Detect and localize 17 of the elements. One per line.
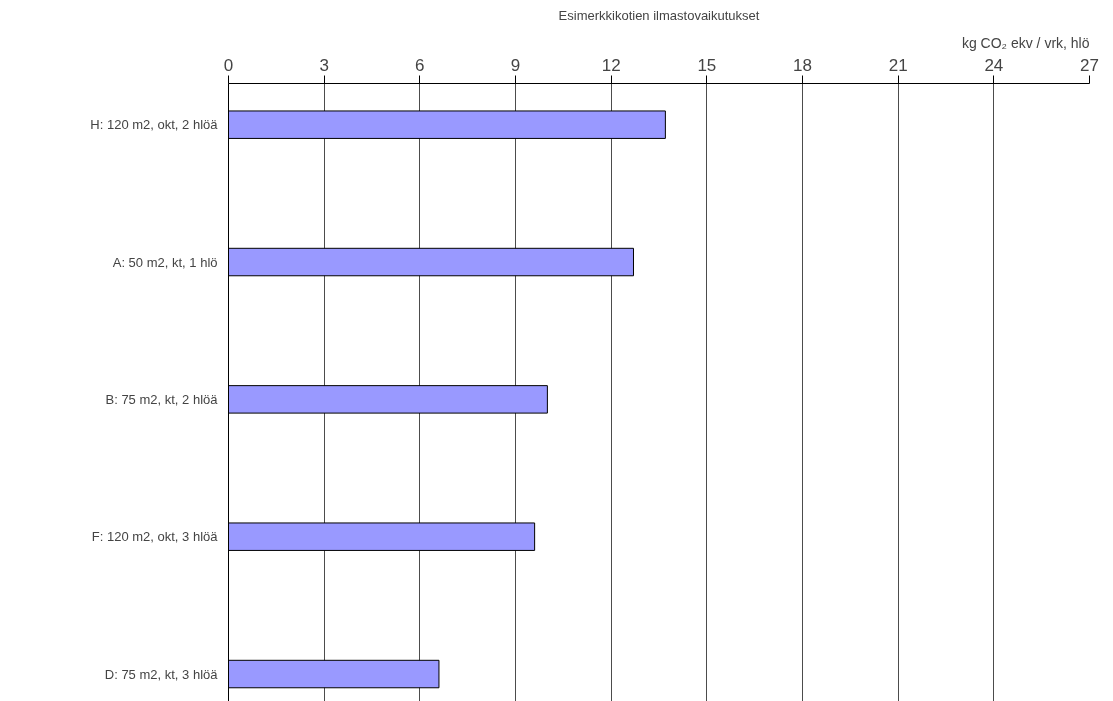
x-tick-label: 18 xyxy=(793,55,812,75)
x-axis-title: kg CO₂ ekv / vrk, hlö xyxy=(961,34,1090,51)
x-tick-label: 3 xyxy=(319,55,329,75)
chart-title: Esimerkkikotien ilmastovaikutukset xyxy=(558,7,760,23)
x-tick-label: 0 xyxy=(223,55,234,75)
x-tick-label: 15 xyxy=(697,55,717,75)
y-tick-label: A: 50 m2, kt, 1 hlö xyxy=(112,254,218,270)
y-tick-label: H: 120 m2, okt, 2 hlöä xyxy=(90,117,219,133)
x-tick-label: 12 xyxy=(601,55,621,75)
x-tick-label: 21 xyxy=(888,55,908,75)
y-tick-label: F: 120 m2, okt, 3 hlöä xyxy=(91,529,219,545)
x-tick-label: 6 xyxy=(415,55,425,75)
x-tick-label: 27 xyxy=(1080,55,1099,75)
y-tick-label: D: 75 m2, kt, 3 hlöä xyxy=(104,666,219,682)
x-tick-label: 24 xyxy=(984,55,1004,75)
x-tick-label: 9 xyxy=(510,55,521,75)
y-tick-label: B: 75 m2, kt, 2 hlöä xyxy=(105,391,219,407)
